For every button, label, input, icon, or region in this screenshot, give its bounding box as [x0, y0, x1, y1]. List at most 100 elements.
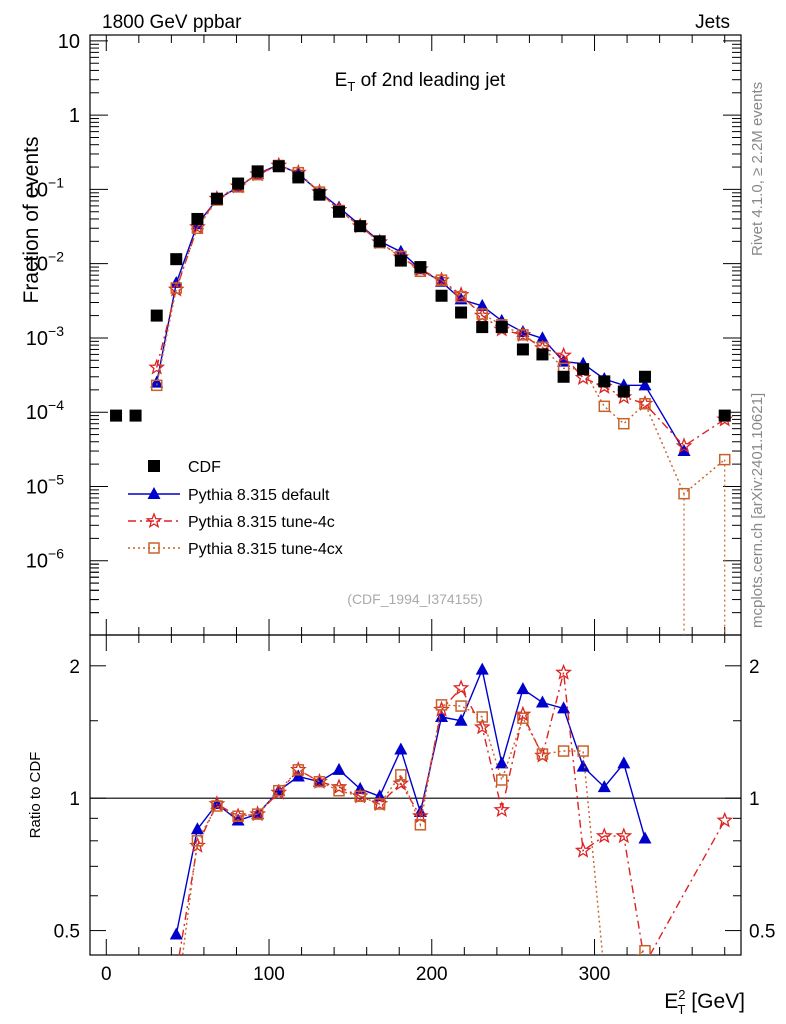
legend-label: Pythia 8.315 tune-4cx — [188, 541, 343, 558]
ratio-series-2-point — [211, 800, 223, 812]
ratio-y-tick-label: 0.5 — [54, 922, 80, 943]
legend-marker — [147, 487, 161, 499]
ratio-line-1 — [178, 672, 726, 955]
ratio-series-0-point — [576, 759, 590, 772]
legend-label: Pythia 8.315 default — [188, 487, 330, 504]
ratio-y-tick-label: 1 — [69, 789, 80, 810]
ratio-series-1-point — [595, 827, 613, 844]
series-2-point — [170, 282, 183, 294]
series-0-point — [150, 375, 164, 388]
data-point — [536, 348, 549, 361]
ratio-panel-frame — [89, 634, 742, 956]
ratio-series-1-point — [452, 679, 470, 696]
series-1-point — [574, 369, 592, 385]
ratio-line-2 — [181, 704, 646, 955]
ratio-series-1-point — [514, 705, 532, 722]
x-tick-label: 0 — [101, 964, 112, 985]
data-point — [354, 220, 367, 233]
series-1-point — [148, 358, 166, 375]
ratio-series-2-point — [496, 774, 508, 786]
ratio-series-1-point — [473, 718, 491, 735]
ratio-series-2-point — [232, 810, 244, 822]
ratio-y-tick-label: 2 — [69, 657, 80, 678]
y-tick-label: 10−6 — [26, 546, 64, 573]
data-point — [598, 375, 611, 388]
data-point — [557, 370, 570, 383]
legend-marker-data — [148, 460, 160, 472]
ratio-series-2-point — [292, 764, 305, 776]
series-0-point — [516, 325, 530, 338]
data-point — [476, 321, 489, 334]
x-axis-label: E2 T [GeV] — [664, 987, 745, 1017]
ratio-series-0-point — [190, 822, 204, 835]
data-point — [495, 321, 508, 334]
analysis-watermark: (CDF_1994_I374155) — [347, 591, 482, 607]
data-point — [272, 160, 285, 173]
ratio-series-0-point — [454, 713, 468, 726]
ratio-series-2-point — [251, 808, 264, 820]
ratio-series-2-point — [536, 748, 549, 760]
side-label-bottom: mcplots.cern.ch [arXiv:2401.10621] — [749, 393, 766, 628]
ratio-axis-ticks: 2 2 1 1 0.5 0.5 — [54, 657, 776, 943]
x-tick-label: 200 — [416, 964, 448, 985]
data-point — [170, 253, 183, 266]
y-tick-label: 10−2 — [26, 249, 64, 276]
y-tick-label: 10−3 — [26, 323, 64, 350]
ratio-series-1-point — [716, 811, 734, 828]
series-line-2 — [156, 164, 726, 495]
data-point — [435, 289, 448, 302]
series-2-point — [476, 308, 488, 320]
series-2-point — [618, 417, 630, 430]
header-left: 1800 GeV ppbar — [102, 12, 242, 33]
ratio-series-2-point — [373, 798, 386, 810]
ratio-series-0-point — [638, 831, 652, 844]
side-label-top: Rivet 4.1.0, ≥ 2.2M events — [749, 82, 766, 256]
ratio-series-0-point — [435, 709, 449, 722]
data-point — [577, 363, 590, 376]
series-line-0 — [156, 163, 685, 452]
ratio-y-tick-label-right: 1 — [749, 789, 760, 810]
ratio-series-1-point — [493, 801, 511, 818]
series-2-point — [150, 379, 163, 392]
data-point — [516, 343, 529, 356]
plot-title: ET of 2nd leading jet — [335, 70, 506, 94]
ratio-series-0-point — [535, 695, 549, 708]
legend-label: CDF — [188, 459, 221, 476]
series-2-point — [435, 274, 448, 286]
ratio-y-axis-label: Ratio to CDF — [27, 752, 44, 839]
series-0-point — [535, 331, 549, 344]
ratio-series-2-point — [577, 745, 589, 757]
x-tick-label: 100 — [253, 964, 285, 985]
series-0-point — [677, 444, 691, 457]
series-1-point — [555, 346, 573, 363]
y-tick-label: 10−1 — [26, 174, 64, 201]
data-point — [313, 188, 326, 201]
ratio-series-2-point — [273, 784, 285, 797]
ratio-series-2-point — [435, 699, 448, 711]
ratio-series-0-point — [597, 780, 611, 793]
data-point — [129, 409, 142, 422]
header-right: Jets — [695, 12, 730, 33]
ratio-series-2-point — [191, 835, 204, 847]
data-point — [394, 254, 407, 267]
y-tick-label: 10−5 — [26, 471, 64, 498]
data-point — [150, 309, 163, 322]
y-tick-label: 10 — [58, 31, 80, 53]
series-1-point — [675, 437, 693, 454]
ratio-series-2-point — [517, 712, 529, 724]
ratio-series-1-point — [392, 774, 410, 791]
ratio-y-tick-label-right: 2 — [749, 657, 760, 678]
data-point — [617, 385, 630, 398]
data-point — [455, 306, 468, 319]
y-axis-label: Fraction of events — [20, 137, 43, 304]
ratio-series-0-point — [557, 701, 571, 714]
ratio-series-2-point — [313, 775, 326, 788]
series-2-point — [455, 290, 467, 303]
ratio-series-2-point — [395, 769, 407, 781]
series-0-point — [638, 378, 652, 391]
ratio-series-1-point — [574, 841, 592, 858]
ratio-series-0-point — [495, 756, 509, 769]
ratio-series-0-point — [475, 662, 489, 675]
ratio-series-0-point — [394, 742, 408, 755]
